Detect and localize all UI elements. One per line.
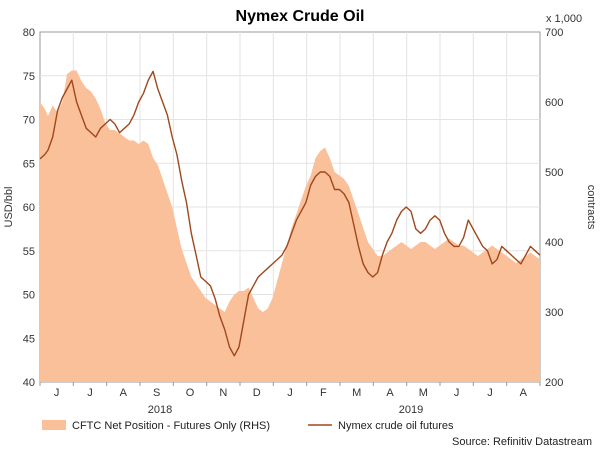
right-tick-label: 500 <box>545 167 563 179</box>
month-label: S <box>153 387 160 399</box>
month-label: A <box>386 387 394 399</box>
year-label-2018: 2018 <box>148 404 172 416</box>
month-label: N <box>219 387 227 399</box>
legend-line-label: Nymex crude oil futures <box>338 420 454 432</box>
left-tick-label: 75 <box>23 71 35 83</box>
year-label-2019: 2019 <box>399 404 423 416</box>
left-axis-label: USD/bbl <box>3 187 15 228</box>
left-tick-label: 80 <box>23 27 35 39</box>
legend-area-label: CFTC Net Position - Futures Only (RHS) <box>72 420 270 432</box>
source-note: Source: Refinitiv Datastream <box>452 436 592 448</box>
month-label: J <box>487 387 493 399</box>
left-tick-label: 40 <box>23 377 35 389</box>
month-label: F <box>320 387 327 399</box>
right-axis-ticks: 700 600 500 400 300 200 <box>545 27 563 389</box>
nymex-crude-oil-line <box>39 70 541 357</box>
month-label: M <box>419 387 428 399</box>
month-label: O <box>186 387 195 399</box>
chart-title: Nymex Crude Oil <box>236 8 365 25</box>
line-series-layer <box>39 70 541 357</box>
left-tick-label: 70 <box>23 115 35 127</box>
left-tick-label: 60 <box>23 202 35 214</box>
left-tick-label: 45 <box>23 333 35 345</box>
area-series-layer <box>40 70 540 382</box>
month-label: A <box>120 387 128 399</box>
cftc-net-position-area <box>40 70 540 382</box>
month-label: J <box>454 387 460 399</box>
month-label: J <box>87 387 93 399</box>
legend-area-swatch <box>42 420 66 430</box>
right-axis-multiplier: x 1,000 <box>546 13 582 25</box>
month-label: J <box>287 387 293 399</box>
right-tick-label: 400 <box>545 237 563 249</box>
month-label: M <box>352 387 361 399</box>
left-tick-label: 50 <box>23 290 35 302</box>
right-tick-label: 700 <box>545 27 563 39</box>
right-tick-label: 300 <box>545 307 563 319</box>
legend: CFTC Net Position - Futures Only (RHS) N… <box>42 420 454 432</box>
month-label: A <box>520 387 528 399</box>
left-tick-label: 55 <box>23 246 35 258</box>
month-label: J <box>54 387 60 399</box>
right-tick-label: 200 <box>545 377 563 389</box>
month-label: D <box>253 387 261 399</box>
right-axis-label: contracts <box>585 185 597 230</box>
left-axis-ticks: 80 75 70 65 60 55 50 45 40 <box>23 27 35 389</box>
left-tick-label: 65 <box>23 158 35 170</box>
right-tick-label: 600 <box>545 97 563 109</box>
